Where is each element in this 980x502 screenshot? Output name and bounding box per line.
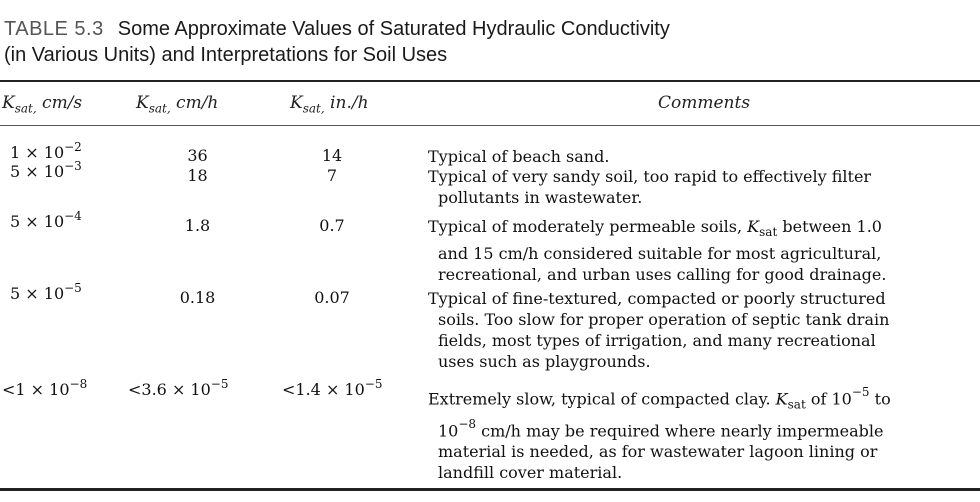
comment-text: cm/h may be required where nearly imperm… bbox=[476, 420, 884, 440]
row2-comment: Typical of very sandy soil, too rapid to… bbox=[428, 166, 980, 208]
comment-line: soils. Too slow for proper operation of … bbox=[438, 310, 890, 329]
header-ksat-cms: Ksat, cm/s bbox=[2, 93, 82, 115]
comment-text: to bbox=[869, 389, 891, 409]
k-symbol: K bbox=[775, 389, 788, 409]
value-base: <1 × 10 bbox=[2, 380, 70, 399]
comment-text: Typical of moderately permeable soils, bbox=[428, 217, 748, 236]
value-base: <3.6 × 10 bbox=[128, 380, 211, 399]
row4-comment: Typical of fine-textured, compacted or p… bbox=[428, 288, 980, 372]
table-number: TABLE 5.3 bbox=[4, 18, 104, 40]
comment-line: material is needed, as for wastewater la… bbox=[438, 441, 878, 461]
header-comments: Comments bbox=[658, 93, 751, 113]
table-title-line1: Some Approximate Values of Saturated Hyd… bbox=[117, 18, 670, 40]
bottom-rule bbox=[0, 488, 980, 491]
caption-line-1: TABLE 5.3 Some Approximate Values of Satu… bbox=[4, 16, 964, 42]
value-base: 5 × 10 bbox=[10, 284, 65, 303]
comment-line: 10−8 cm/h may be required where nearly i… bbox=[428, 416, 980, 441]
value-exponent: −8 bbox=[69, 377, 88, 391]
row5-cms: <1 × 10−8 bbox=[2, 377, 88, 399]
header-sub: sat, bbox=[302, 101, 325, 116]
value-base: 5 × 10 bbox=[10, 212, 65, 231]
value-exponent: −5 bbox=[64, 281, 82, 295]
header-k: K bbox=[2, 93, 15, 113]
row3-cms: 5 × 10−4 bbox=[10, 209, 82, 231]
value-exponent: −5 bbox=[364, 377, 383, 391]
row4-cms: 5 × 10−5 bbox=[10, 281, 82, 303]
value-base: 1 × 10 bbox=[10, 143, 65, 162]
header-k: K bbox=[290, 93, 303, 113]
comment-line: Typical of beach sand. bbox=[428, 147, 610, 166]
row5-inh: <1.4 × 10−5 bbox=[282, 377, 383, 399]
comment-line: uses such as playgrounds. bbox=[438, 352, 651, 371]
header-unit: cm/s bbox=[36, 93, 83, 113]
row3-comment: Typical of moderately permeable soils, K… bbox=[428, 216, 980, 285]
comment-line: Extremely slow, typical of compacted cla… bbox=[428, 384, 980, 416]
table-title-line2: (in Various Units) and Interpretations f… bbox=[4, 44, 448, 66]
row5-cmh: <3.6 × 10−5 bbox=[128, 377, 229, 399]
comment-line: and 15 cm/h considered suitable for most… bbox=[438, 244, 882, 264]
row3-inh: 0.7 bbox=[319, 216, 345, 235]
row1-cms: 1 × 10−2 bbox=[10, 140, 82, 162]
comment-line: Typical of fine-textured, compacted or p… bbox=[428, 289, 886, 308]
header-sub: sat, bbox=[14, 101, 37, 116]
row2-cmh: 18 bbox=[187, 166, 208, 185]
header-k: K bbox=[136, 93, 149, 113]
comment-text: 10 bbox=[438, 420, 459, 440]
exponent: −5 bbox=[851, 385, 870, 399]
comment-line: landfill cover material. bbox=[438, 462, 623, 482]
row5-comment: Extremely slow, typical of compacted cla… bbox=[428, 384, 980, 483]
value-exponent: −3 bbox=[64, 159, 82, 173]
comment-line: recreational, and urban uses calling for… bbox=[438, 265, 887, 285]
row2-cms: 5 × 10−3 bbox=[10, 159, 82, 181]
table-caption: TABLE 5.3 Some Approximate Values of Satu… bbox=[4, 16, 964, 68]
comment-line: Typical of very sandy soil, too rapid to… bbox=[428, 167, 872, 186]
value-base: <1.4 × 10 bbox=[282, 380, 365, 399]
row4-cmh: 0.18 bbox=[179, 288, 216, 307]
k-symbol: K bbox=[747, 217, 760, 236]
header-unit: cm/h bbox=[170, 93, 219, 113]
header-ksat-inh: Ksat, in./h bbox=[290, 93, 369, 115]
k-subscript: sat bbox=[787, 397, 806, 412]
header-ksat-cmh: Ksat, cm/h bbox=[136, 93, 218, 115]
k-subscript: sat bbox=[759, 225, 778, 240]
header-rule bbox=[0, 125, 980, 126]
comment-line: Typical of moderately permeable soils, K… bbox=[428, 216, 980, 243]
comment-text: between 1.0 bbox=[777, 217, 882, 236]
row1-comment: Typical of beach sand. bbox=[428, 146, 980, 167]
exponent: −8 bbox=[458, 416, 477, 431]
comment-line: pollutants in wastewater. bbox=[438, 188, 643, 207]
row1-cmh: 36 bbox=[187, 146, 208, 165]
top-rule bbox=[0, 80, 980, 82]
header-unit: in./h bbox=[324, 93, 369, 113]
header-sub: sat, bbox=[148, 101, 171, 116]
row2-inh: 7 bbox=[326, 166, 338, 185]
value-exponent: −2 bbox=[64, 140, 82, 154]
value-exponent: −4 bbox=[64, 209, 82, 223]
value-base: 5 × 10 bbox=[10, 162, 65, 181]
value-exponent: −5 bbox=[210, 377, 229, 391]
comment-line: fields, most types of irrigation, and ma… bbox=[438, 331, 876, 350]
row1-inh: 14 bbox=[321, 146, 343, 165]
row4-inh: 0.07 bbox=[314, 288, 350, 307]
comment-text: Extremely slow, typical of compacted cla… bbox=[428, 389, 776, 409]
comment-text: of 10 bbox=[805, 389, 852, 409]
row3-cmh: 1.8 bbox=[184, 216, 211, 235]
